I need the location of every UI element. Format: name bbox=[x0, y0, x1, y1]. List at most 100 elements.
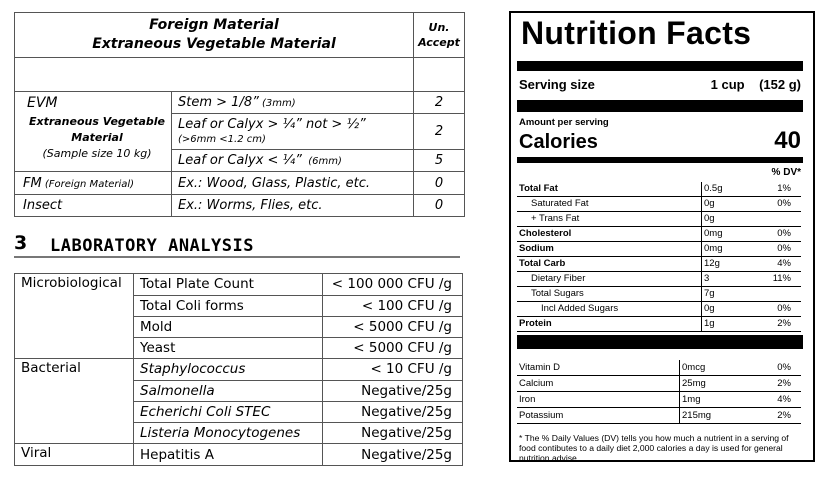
nutrient-amount: 3 bbox=[701, 271, 764, 287]
evm-desc-text: Stem > 1/8” bbox=[178, 95, 259, 110]
evm-label-cell: EVM Extraneous Vegetable Material (Sampl… bbox=[14, 91, 172, 172]
vitamin-row: Potassium 215mg 2% bbox=[517, 407, 801, 424]
lab-row: Total Coli forms < 100 CFU /g bbox=[14, 294, 463, 317]
nutrient-row: Incl Added Sugars 0g 0% bbox=[517, 301, 801, 317]
accept-header: Un. Accept bbox=[413, 12, 465, 58]
nutrient-amount: 0g bbox=[701, 196, 764, 212]
nutrient-amount: 0g bbox=[701, 211, 764, 227]
divider-bar bbox=[517, 335, 803, 349]
vitamin-row: Vitamin D 0mcg 0% bbox=[517, 360, 801, 376]
nutrient-name: + Trans Fat bbox=[517, 211, 702, 227]
section-divider bbox=[14, 256, 460, 258]
nutrient-name: Incl Added Sugars bbox=[517, 301, 702, 317]
nutrient-amount: 7g bbox=[701, 286, 764, 302]
fm-label-note: (Foreign Material) bbox=[41, 178, 135, 190]
accept-header-line-2: Accept bbox=[418, 36, 460, 49]
fm-label-cell: FM (Foreign Material) bbox=[14, 171, 172, 195]
evm-desc-note: (3mm) bbox=[258, 98, 296, 109]
lab-row: Bacterial Staphylococcus < 10 CFU /g bbox=[14, 358, 463, 381]
lab-test-name: Total Plate Count bbox=[133, 273, 323, 296]
nutrient-name: Total Sugars bbox=[517, 286, 702, 302]
fm-value: 0 bbox=[413, 171, 465, 195]
nutrient-row: Total Carb 12g 4% bbox=[517, 256, 801, 272]
lab-category: Microbiological bbox=[14, 273, 134, 295]
nutrient-amount: 12g bbox=[701, 256, 764, 272]
lab-test-limit: Negative/25g bbox=[322, 400, 463, 423]
nutrient-amount: 1g bbox=[701, 316, 764, 332]
vitamin-amount: 0mcg bbox=[679, 360, 742, 376]
calories-value: 40 bbox=[774, 127, 801, 154]
nutrient-daily-value: 0% bbox=[764, 241, 801, 257]
lab-test-name: Salmonella bbox=[133, 379, 323, 402]
header-line-2: Extraneous Vegetable Material bbox=[92, 36, 336, 52]
foreign-material-table: Foreign Material Extraneous Vegetable Ma… bbox=[14, 12, 465, 217]
nutrient-amount: 0.5g bbox=[701, 182, 764, 197]
blank-row-value bbox=[413, 57, 465, 92]
lab-row: Yeast < 5000 CFU /g bbox=[14, 336, 463, 359]
lab-test-name: Listeria Monocytogenes bbox=[133, 421, 323, 444]
evm-row-desc: Leaf or Calyx < ¼” (6mm) bbox=[171, 149, 414, 172]
vitamin-name: Iron bbox=[517, 391, 680, 408]
lab-row: Echerichi Coli STEC Negative/25g bbox=[14, 400, 463, 423]
lab-test-name: Echerichi Coli STEC bbox=[133, 400, 323, 423]
nutrient-row: Saturated Fat 0g 0% bbox=[517, 196, 801, 212]
nutrition-facts-panel: Nutrition Facts Serving size 1 cup (152 … bbox=[509, 11, 815, 463]
vitamin-amount: 25mg bbox=[679, 375, 742, 392]
nutrient-daily-value: 1% bbox=[764, 182, 801, 197]
evm-subtitle-line-1: Extraneous Vegetable bbox=[28, 115, 166, 128]
lab-test-name: Total Coli forms bbox=[133, 294, 323, 317]
section-number: 3 bbox=[14, 232, 28, 254]
lab-row: Mold < 5000 CFU /g bbox=[14, 315, 463, 338]
insect-desc: Ex.: Worms, Flies, etc. bbox=[171, 194, 414, 217]
vitamin-name: Vitamin D bbox=[517, 360, 680, 376]
lab-category-blank bbox=[14, 401, 134, 422]
vitamin-row: Calcium 25mg 2% bbox=[517, 375, 801, 392]
accept-header-line-1: Un. bbox=[428, 21, 450, 34]
lab-test-limit: Negative/25g bbox=[322, 421, 463, 444]
nutrient-name: Cholesterol bbox=[517, 226, 702, 242]
insect-label: Insect bbox=[14, 194, 172, 217]
vitamin-name: Potassium bbox=[517, 407, 680, 424]
vitamin-daily-value: 2% bbox=[742, 407, 801, 424]
amount-per-serving: Amount per serving bbox=[519, 117, 609, 128]
vitamin-amount: 215mg bbox=[679, 407, 742, 424]
lab-test-limit: < 5000 CFU /g bbox=[322, 315, 463, 338]
lab-test-name: Staphylococcus bbox=[133, 358, 323, 381]
nutrient-row: Total Fat 0.5g 1% bbox=[517, 182, 801, 197]
nutrient-table: Total Fat 0.5g 1% Saturated Fat 0g 0% + Trans … bbox=[517, 182, 801, 332]
lab-test-limit: < 100 CFU /g bbox=[322, 294, 463, 317]
nutrient-daily-value: 0% bbox=[764, 196, 801, 212]
evm-desc-note: (>6mm <1.2 cm) bbox=[178, 133, 266, 145]
insect-value: 0 bbox=[413, 194, 465, 217]
evm-row-value: 2 bbox=[413, 113, 465, 150]
lab-category: Bacterial bbox=[14, 358, 134, 380]
vitamin-table: Vitamin D 0mcg 0% Calcium 25mg 2% Iron 1mg 4% Pot… bbox=[517, 360, 801, 424]
evm-subtitle: Extraneous Vegetable Material bbox=[27, 114, 167, 146]
nutrient-row: Protein 1g 2% bbox=[517, 316, 801, 332]
lab-category: Viral bbox=[14, 443, 134, 466]
vitamin-daily-value: 4% bbox=[742, 391, 801, 408]
nutrient-amount: 0mg bbox=[701, 226, 764, 242]
calories-label: Calories bbox=[519, 131, 598, 153]
nutrient-name: Total Carb bbox=[517, 256, 702, 272]
divider-bar bbox=[517, 100, 803, 112]
nutrient-name: Sodium bbox=[517, 241, 702, 257]
fm-desc: Ex.: Wood, Glass, Plastic, etc. bbox=[171, 171, 414, 195]
foreign-material-header: Foreign Material Extraneous Vegetable Ma… bbox=[14, 12, 414, 58]
nutrient-row: Sodium 0mg 0% bbox=[517, 241, 801, 257]
vitamin-name: Calcium bbox=[517, 375, 680, 392]
evm-subtitle-line-2: Material bbox=[71, 131, 123, 144]
nutrient-daily-value: 0% bbox=[764, 301, 801, 317]
nutrient-name: Dietary Fiber bbox=[517, 271, 702, 287]
nutrient-name: Protein bbox=[517, 316, 702, 332]
vitamin-daily-value: 0% bbox=[742, 360, 801, 376]
divider-bar bbox=[517, 157, 803, 163]
lab-row: Microbiological Total Plate Count < 100 00… bbox=[14, 273, 463, 296]
nutrient-row: Total Sugars 7g bbox=[517, 286, 801, 302]
section-title: LABORATORY ANALYSIS bbox=[50, 236, 254, 256]
nutrient-daily-value: 0% bbox=[764, 226, 801, 242]
nutrition-facts-title: Nutrition Facts bbox=[521, 15, 752, 51]
nutrient-row: Dietary Fiber 3 11% bbox=[517, 271, 801, 287]
evm-row-desc: Leaf or Calyx > ¼” not > ½” (>6mm <1.2 c… bbox=[171, 113, 414, 150]
nutrient-row: + Trans Fat 0g bbox=[517, 211, 801, 227]
